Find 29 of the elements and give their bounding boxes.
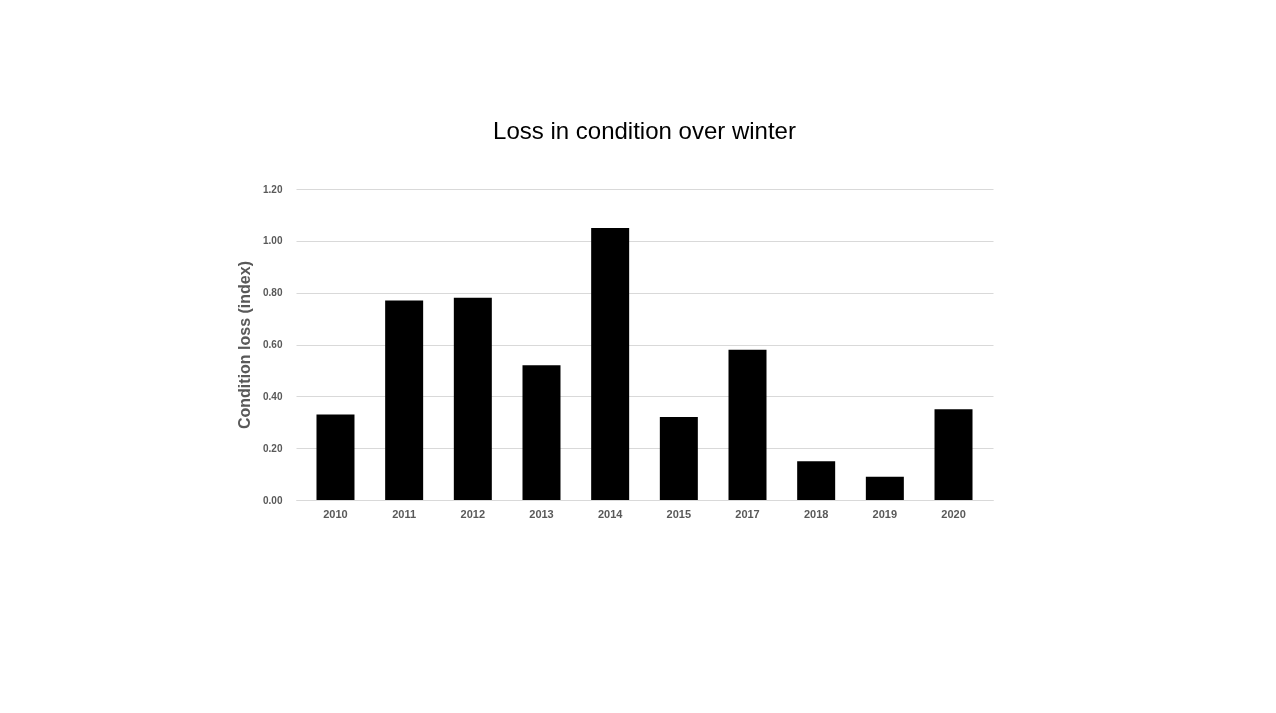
x-tick-label: 2020	[941, 507, 966, 520]
chart-title: Loss in condition over winter	[493, 117, 796, 144]
bar	[591, 227, 630, 500]
x-tick-label: 2019	[872, 507, 898, 520]
bar	[453, 297, 492, 500]
bar	[316, 414, 355, 500]
y-tick-label: 0.20	[263, 442, 283, 454]
y-tick-label: 0.60	[263, 339, 283, 350]
x-tick-label: 2013	[529, 507, 554, 520]
y-tick-label: 0.40	[263, 390, 283, 402]
bar	[934, 409, 973, 500]
bar	[797, 461, 836, 500]
y-axis-title: Condition loss (index)	[236, 261, 254, 429]
x-tick-label: 2010	[323, 507, 348, 520]
y-tick-label: 1.20	[263, 183, 283, 195]
y-tick-label: 0.80	[263, 287, 283, 299]
x-tick-label: 2011	[392, 507, 417, 520]
bar	[522, 365, 561, 500]
bar	[728, 349, 767, 500]
x-tick-label: 2014	[597, 507, 624, 520]
bar	[385, 300, 424, 500]
bar	[865, 476, 904, 500]
y-tick-label: 0.00	[263, 494, 283, 506]
x-tick-label: 2015	[666, 507, 692, 520]
x-tick-label: 2012	[460, 507, 486, 520]
bar	[659, 417, 698, 500]
x-tick-label: 2017	[735, 507, 760, 520]
x-tick-label: 2018	[803, 507, 829, 520]
y-tick-label: 1.00	[263, 235, 283, 247]
